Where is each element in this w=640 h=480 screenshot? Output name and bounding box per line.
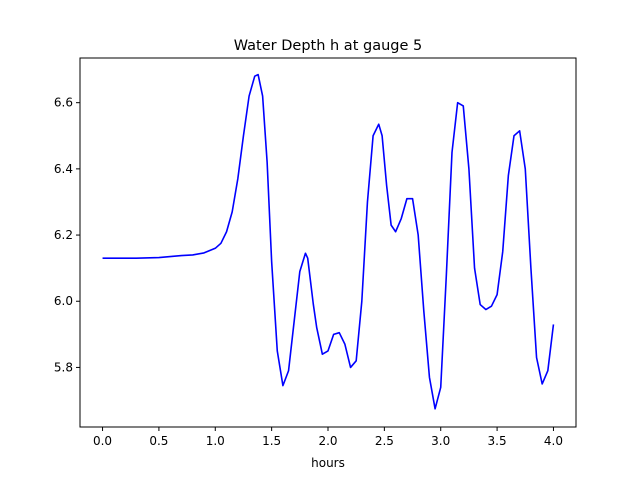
x-tick-label: 1.0 <box>206 434 225 448</box>
y-tick-label: 6.0 <box>54 294 73 308</box>
plot-area <box>102 73 555 410</box>
x-tick-label: 0.5 <box>149 434 168 448</box>
x-axis-label: hours <box>311 456 345 470</box>
chart-title: Water Depth h at gauge 5 <box>234 38 422 54</box>
x-tick-label: 3.0 <box>431 434 450 448</box>
x-tick-label: 3.5 <box>488 434 507 448</box>
x-tick-label: 1.5 <box>262 434 281 448</box>
y-tick-label: 5.8 <box>54 360 73 374</box>
x-tick-label: 2.0 <box>318 434 337 448</box>
y-tick-label: 6.6 <box>54 96 73 110</box>
series-line <box>102 73 555 410</box>
y-axis: 5.8 6.0 6.2 6.4 6.6 <box>54 96 80 374</box>
y-tick-label: 6.2 <box>54 228 73 242</box>
x-tick-label: 2.5 <box>375 434 394 448</box>
y-tick-label: 6.4 <box>54 162 73 176</box>
x-tick-label: 4.0 <box>544 434 563 448</box>
x-axis: 0.0 0.5 1.0 1.5 2.0 2.5 3.0 3.5 4.0 <box>93 427 563 448</box>
x-tick-label: 0.0 <box>93 434 112 448</box>
